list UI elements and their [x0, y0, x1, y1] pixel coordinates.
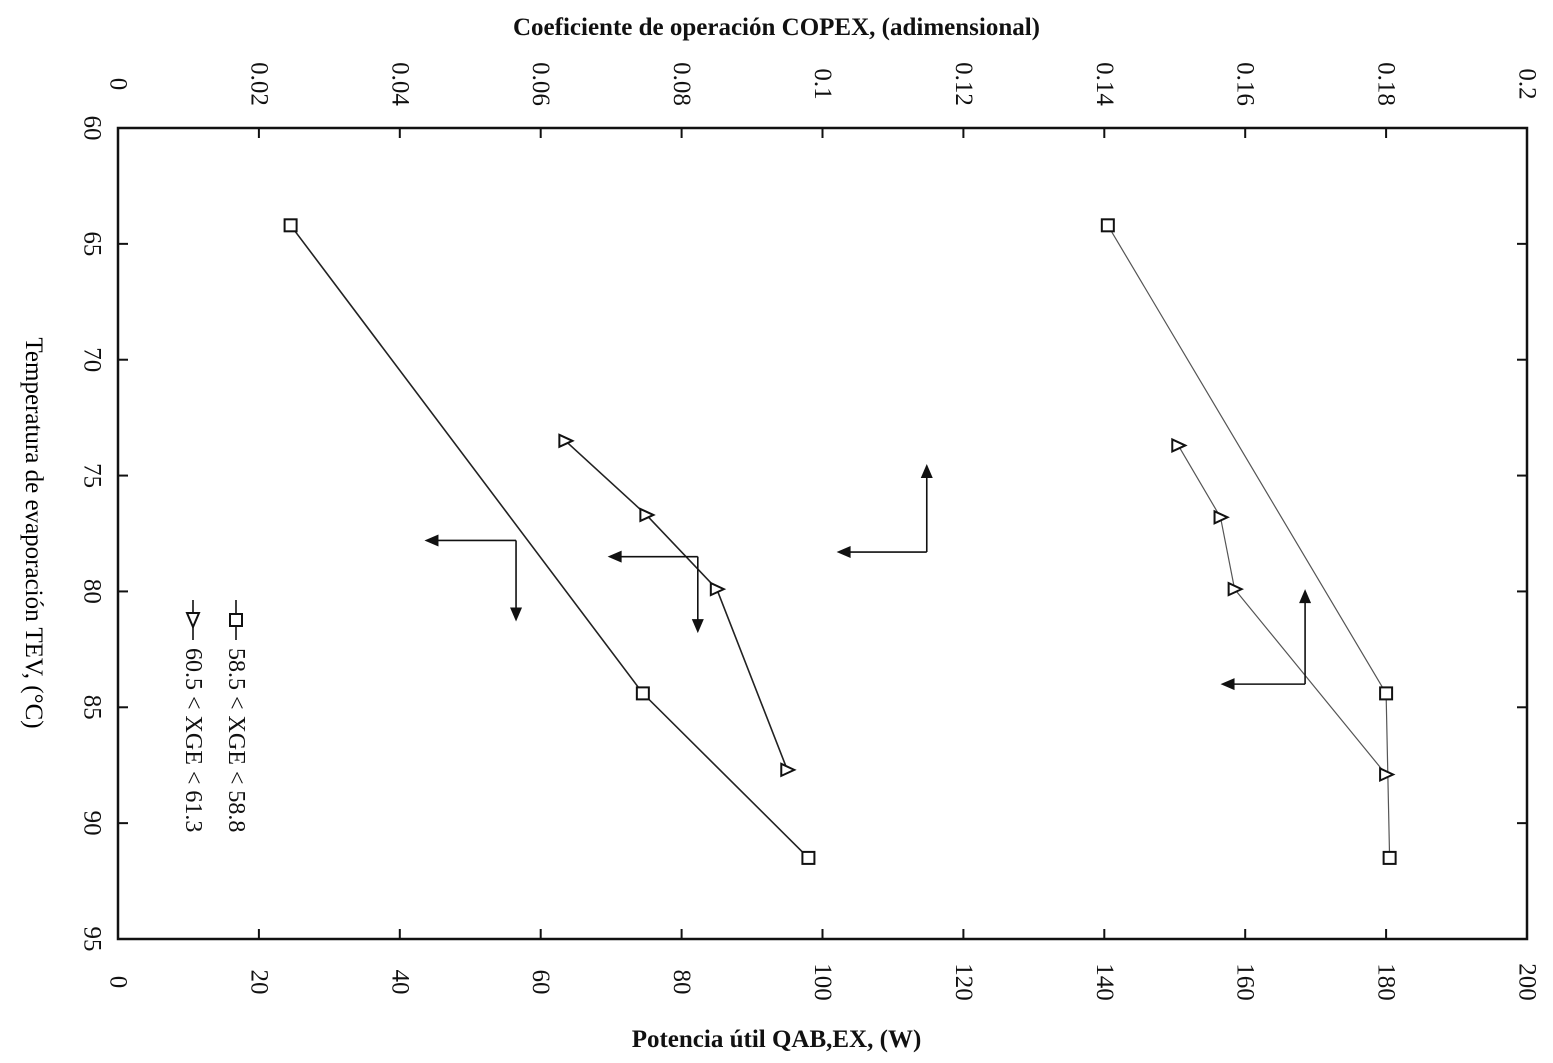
series-line	[1107, 224, 1391, 858]
top-tick-label: 0.18	[1373, 62, 1400, 106]
bottom-tick-label: 0	[105, 976, 132, 989]
bottom-tick-label: 60	[527, 970, 554, 995]
bottom-tick-label: 100	[809, 963, 836, 1001]
legend-label: 58.5 < XGE < 58.8	[223, 648, 249, 832]
series-point-triangle	[1171, 437, 1188, 454]
top-tick-label: 0.14	[1091, 62, 1118, 106]
annotation-layer	[424, 463, 1312, 691]
x-tick-label: 85	[79, 695, 106, 720]
series-layer	[283, 218, 1397, 865]
series-line	[564, 440, 789, 771]
arrow-head	[1220, 678, 1235, 691]
bottom-axis-title: Potencia útil QAB,EX, (W)	[631, 1026, 922, 1053]
series-point-triangle	[709, 581, 727, 597]
top-tick-label: 0	[105, 78, 132, 91]
series-point-square	[283, 218, 298, 233]
bottom-tick-label: 80	[668, 970, 695, 995]
bottom-tick-label: 120	[950, 963, 977, 1001]
x-tick-label: 90	[79, 811, 106, 836]
series-line	[289, 224, 809, 859]
series-point-square	[635, 686, 650, 701]
x-tick-label: 65	[79, 231, 106, 256]
series-point-square	[1382, 850, 1397, 865]
top-tick-label: 0.1	[809, 68, 836, 99]
legend-marker-square	[229, 613, 243, 627]
arrow-head	[691, 619, 704, 634]
arrow-head	[424, 534, 439, 547]
bottom-tick-label: 200	[1514, 963, 1541, 1001]
legend: 58.5 < XGE < 58.8 60.5 < XGE < 61.3	[180, 600, 249, 832]
top-axis-ticks: 0 0.02 0.04 0.06 0.08 0.1 0.12 0.14 0.16 0.18 0.2	[105, 62, 1541, 138]
top-axis-title: Coeficiente de operación COPEX, (adimens…	[512, 14, 1041, 41]
legend-marker-triangle	[185, 612, 201, 630]
series-point-triangle	[1379, 766, 1396, 783]
x-axis-ticks: 60 65 70 75 80 85 90 95	[79, 116, 1527, 952]
arrow-head	[1299, 589, 1312, 604]
top-tick-label: 0.2	[1514, 68, 1541, 99]
top-tick-label: 0.08	[668, 62, 695, 106]
bottom-axis-ticks: 0 20 40 60 80 100 120 140 160 180 200	[105, 929, 1541, 1001]
bottom-tick-label: 20	[245, 970, 272, 995]
bottom-tick-label: 40	[386, 970, 413, 995]
series-point-square	[1379, 686, 1394, 701]
bottom-tick-label: 140	[1091, 963, 1118, 1001]
top-tick-label: 0.12	[950, 62, 977, 106]
arrow-head	[510, 607, 523, 622]
top-tick-label: 0.04	[386, 62, 413, 106]
series-line	[1177, 445, 1387, 775]
series-point-triangle	[639, 507, 656, 523]
legend-label: 60.5 < XGE < 61.3	[180, 648, 206, 832]
top-tick-label: 0.02	[245, 62, 272, 106]
x-tick-label: 75	[79, 463, 106, 488]
series-point-square	[801, 850, 816, 865]
series-point-triangle	[780, 762, 797, 778]
series-point-triangle	[558, 433, 575, 449]
series-point-square	[1100, 218, 1115, 233]
bottom-tick-label: 180	[1373, 963, 1400, 1001]
bottom-tick-label: 160	[1232, 963, 1259, 1001]
x-tick-label: 60	[79, 116, 106, 141]
x-tick-label: 80	[79, 579, 106, 604]
top-tick-label: 0.16	[1232, 62, 1259, 106]
series-point-triangle	[1227, 581, 1245, 597]
arrow-head	[607, 550, 622, 563]
arrow-head	[920, 463, 933, 478]
arrow-head	[836, 546, 851, 559]
x-axis-label: Temperatura de evaporación TEV, (°C)	[20, 337, 47, 728]
plot-frame	[116, 126, 1529, 941]
series-point-triangle	[1213, 509, 1230, 525]
x-tick-label: 70	[79, 347, 106, 372]
x-tick-label: 95	[79, 927, 106, 952]
top-tick-label: 0.06	[527, 62, 554, 106]
